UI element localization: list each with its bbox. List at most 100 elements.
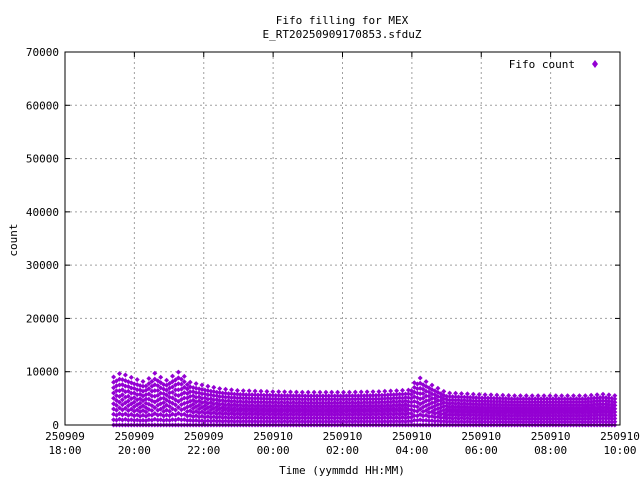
- data-point: [128, 406, 134, 412]
- data-point: [270, 389, 276, 395]
- data-point: [149, 379, 155, 384]
- data-point: [290, 393, 296, 399]
- data-point: [488, 392, 494, 398]
- data-point: [385, 395, 391, 401]
- data-point: [597, 395, 603, 400]
- data-point: [346, 389, 352, 395]
- data-point: [249, 419, 255, 425]
- data-point: [435, 385, 441, 391]
- data-point: [117, 376, 122, 382]
- data-point: [388, 392, 394, 398]
- data-point: [432, 418, 438, 424]
- data-point: [529, 419, 535, 425]
- data-point: [211, 384, 217, 390]
- data-point: [544, 419, 550, 425]
- data-point: [335, 393, 341, 399]
- data-point: [420, 391, 426, 397]
- y-tick-label: 20000: [26, 312, 59, 325]
- data-point: [520, 396, 526, 402]
- data-point: [178, 381, 184, 387]
- data-point: [187, 389, 193, 395]
- data-point: [571, 396, 576, 402]
- data-point: [426, 418, 432, 424]
- data-point: [429, 382, 435, 388]
- data-point: [220, 390, 226, 396]
- data-point: [600, 398, 606, 404]
- data-point: [423, 379, 429, 385]
- data-point: [523, 419, 529, 425]
- data-point: [576, 396, 582, 402]
- data-point: [308, 419, 314, 425]
- data-point: [585, 396, 591, 401]
- data-point: [526, 419, 532, 425]
- data-point: [364, 396, 370, 402]
- data-point: [512, 396, 518, 402]
- data-point: [249, 392, 255, 398]
- data-point: [420, 395, 426, 401]
- plot-frame: [64, 51, 621, 426]
- data-point: [288, 393, 293, 399]
- data-point: [612, 409, 618, 415]
- data-point: [246, 396, 252, 401]
- data-point: [464, 391, 470, 397]
- x-tick-label-date: 250910: [600, 430, 640, 443]
- data-point: [282, 393, 288, 399]
- y-tick-label: 0: [52, 419, 59, 432]
- data-point: [134, 377, 140, 383]
- data-point: [305, 393, 311, 399]
- data-point: [341, 389, 346, 395]
- data-point: [376, 389, 382, 395]
- data-point: [119, 397, 125, 403]
- data-point: [323, 389, 329, 395]
- data-point: [576, 393, 582, 399]
- data-point: [175, 387, 181, 393]
- data-point: [314, 396, 320, 402]
- x-axis: 25090918:0025090920:0025090922:002509100…: [45, 52, 640, 457]
- data-point: [612, 402, 618, 408]
- data-point: [405, 395, 411, 401]
- data-point: [122, 405, 128, 411]
- data-point: [255, 392, 261, 398]
- data-point: [576, 419, 582, 425]
- x-tick-label-date: 250909: [184, 430, 224, 443]
- y-tick-label: 60000: [26, 99, 59, 112]
- data-point: [497, 395, 503, 401]
- data-point: [405, 403, 411, 409]
- data-point: [344, 393, 349, 399]
- data-point: [494, 419, 500, 425]
- data-point: [526, 396, 532, 402]
- data-point: [447, 390, 453, 396]
- data-point: [279, 393, 285, 399]
- data-point: [411, 413, 417, 419]
- data-point: [122, 372, 128, 378]
- data-point: [400, 391, 405, 397]
- data-point: [405, 407, 411, 412]
- data-point: [417, 375, 423, 381]
- data-point: [341, 397, 346, 402]
- data-point: [234, 391, 240, 397]
- data-point: [249, 395, 255, 401]
- data-point: [588, 392, 594, 398]
- data-point: [190, 418, 196, 424]
- data-point: [335, 389, 341, 395]
- data-point: [320, 396, 326, 402]
- data-point: [488, 395, 494, 401]
- data-point: [441, 388, 447, 394]
- data-point: [299, 389, 305, 395]
- data-point: [612, 396, 618, 402]
- data-point: [308, 393, 314, 399]
- data-point: [473, 419, 479, 425]
- data-point: [302, 396, 308, 402]
- data-point: [358, 396, 364, 402]
- data-point: [411, 408, 417, 414]
- data-point: [290, 396, 296, 402]
- data-point: [237, 395, 243, 401]
- data-point: [582, 419, 588, 425]
- data-point: [143, 383, 149, 389]
- x-tick-label-time: 06:00: [465, 444, 498, 457]
- data-point: [562, 396, 568, 402]
- data-point: [229, 391, 234, 397]
- data-point: [296, 419, 302, 425]
- data-point: [164, 417, 170, 423]
